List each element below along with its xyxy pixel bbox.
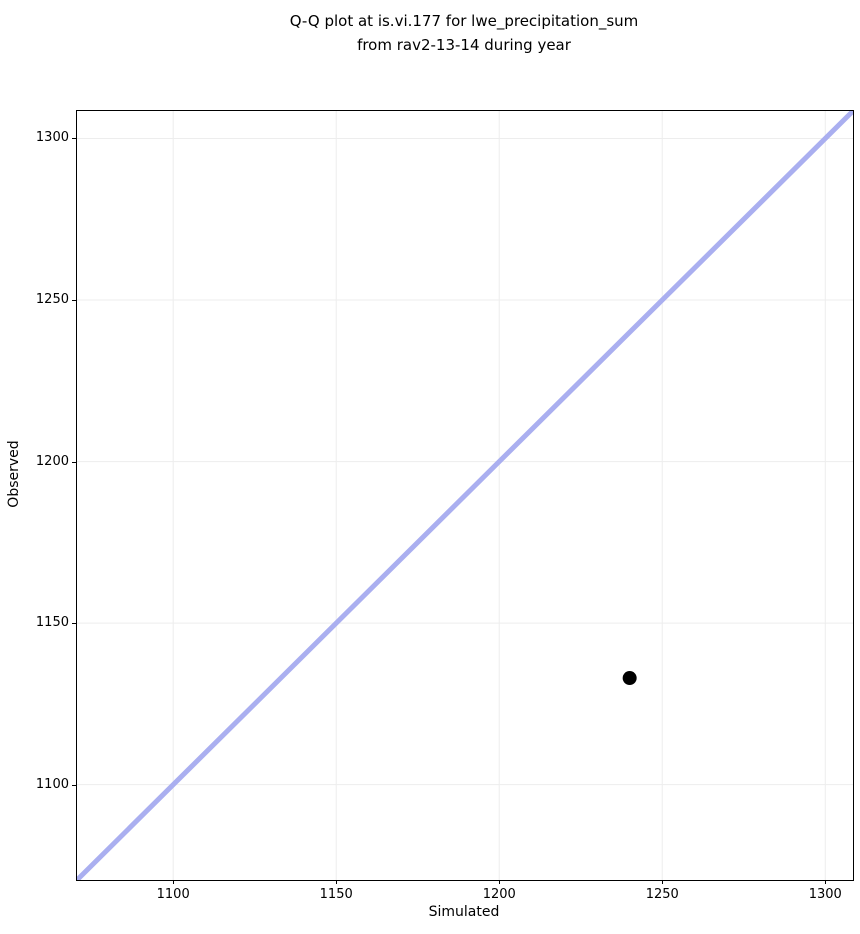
x-tick-label: 1250 <box>645 887 679 902</box>
y-tick-mark <box>72 784 76 786</box>
y-tick-label: 1150 <box>35 615 69 631</box>
y-axis-label: Observed <box>6 440 22 508</box>
x-tick-label: 1100 <box>156 887 190 902</box>
data-point <box>622 671 637 686</box>
y-tick-label: 1100 <box>35 776 69 792</box>
y-tick-mark <box>72 461 76 463</box>
y-tick-mark <box>72 300 76 302</box>
x-tick-mark <box>662 880 664 884</box>
x-tick-label: 1200 <box>482 887 516 902</box>
y-tick-mark <box>72 623 76 625</box>
y-tick-label: 1300 <box>35 130 69 146</box>
y-tick-mark <box>72 138 76 140</box>
chart-title-line-2: from rav2-13-14 during year <box>357 36 571 54</box>
plot-canvas <box>77 111 853 880</box>
x-tick-mark <box>499 880 501 884</box>
x-tick-mark <box>825 880 827 884</box>
chart-title-line-1: Q-Q plot at is.vi.177 for lwe_precipitat… <box>289 12 639 30</box>
y-tick-label: 1250 <box>35 292 69 308</box>
plot-area: 1100 1150 1200 1250 1300 1100 1150 1200 1250 1300 <box>36 110 854 902</box>
identity-line <box>77 111 853 880</box>
x-tick-mark <box>336 880 338 884</box>
x-axis-label: Simulated <box>428 904 500 920</box>
x-tick-label: 1300 <box>808 887 842 902</box>
x-tick-mark <box>173 880 175 884</box>
y-tick-label: 1200 <box>35 453 69 469</box>
chart-title: Q-Q plot at is.vi.177 for lwe_precipitat… <box>76 9 852 57</box>
x-tick-label: 1150 <box>319 887 353 902</box>
